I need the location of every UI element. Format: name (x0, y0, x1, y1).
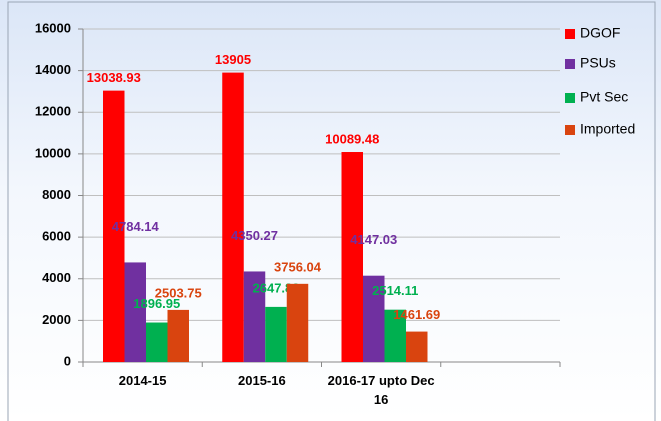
legend-label: Imported (580, 121, 635, 137)
legend-label: DGOF (580, 25, 620, 41)
bar (341, 152, 363, 362)
data-label: 13905 (215, 52, 251, 67)
bar (384, 309, 406, 362)
y-tick-label: 0 (64, 353, 71, 368)
bar (167, 309, 189, 362)
legend-swatch (565, 125, 575, 135)
data-label: 2503.75 (155, 285, 202, 300)
data-label: 2514.11 (372, 283, 418, 298)
bar (243, 271, 266, 362)
y-tick-label: 2000 (42, 312, 71, 327)
y-tick-label: 16000 (35, 20, 71, 35)
x-tick-label: 2016-17 upto Dec 16 (327, 373, 435, 407)
data-label: 4350.27 (231, 228, 278, 243)
legend-label: Pvt Sec (580, 89, 628, 105)
data-label: 1896.95 (133, 296, 180, 311)
y-tick-label: 12000 (35, 104, 71, 119)
bar (286, 283, 309, 362)
x-tick-label: 2014-15 (118, 373, 167, 388)
y-tick-label: 6000 (42, 229, 71, 244)
y-tick-label: 8000 (42, 187, 71, 202)
bar (146, 322, 168, 362)
legend-swatch (565, 93, 575, 103)
legend-label: PSUs (580, 55, 616, 71)
bar (406, 331, 428, 362)
x-tick-label: 2015-16 (238, 373, 286, 388)
data-label: 4147.03 (350, 232, 397, 247)
bar (124, 262, 146, 362)
bar (103, 90, 125, 363)
y-tick-label: 14000 (35, 62, 71, 77)
data-label: 4784.14 (112, 219, 160, 234)
legend-swatch (565, 59, 575, 69)
bar (265, 306, 287, 362)
bar (363, 275, 385, 362)
data-label: 3756.04 (274, 259, 322, 274)
chart-border (7, 1, 656, 421)
data-label: 10089.48 (325, 131, 379, 146)
legend-swatch (565, 29, 575, 39)
y-tick-label: 10000 (35, 145, 71, 160)
data-label: 1461.69 (393, 307, 440, 322)
y-tick-label: 4000 (42, 270, 71, 285)
bar (222, 72, 244, 363)
data-label: 13038.93 (87, 70, 141, 85)
